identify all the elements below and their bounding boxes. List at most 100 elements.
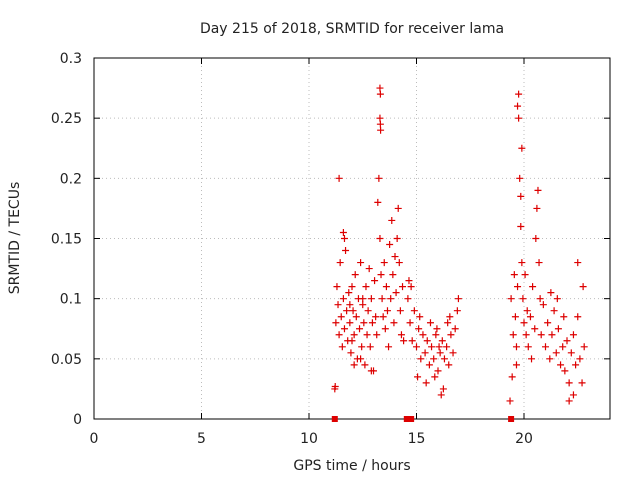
- data-point: [338, 343, 346, 351]
- data-point: [557, 361, 565, 369]
- data-point: [574, 259, 582, 267]
- y-tick-label: 0: [73, 412, 82, 428]
- data-point: [396, 307, 404, 315]
- data-point: [518, 144, 526, 152]
- data-point: [366, 343, 374, 351]
- data-point: [376, 90, 384, 98]
- data-point: [342, 247, 350, 255]
- data-point: [376, 84, 384, 92]
- x-tick-label: 5: [197, 431, 206, 447]
- data-point: [559, 343, 567, 351]
- data-point: [509, 331, 517, 339]
- data-point: [580, 343, 588, 351]
- data-point: [435, 343, 443, 351]
- data-point: [333, 283, 341, 291]
- data-point: [454, 295, 462, 303]
- data-point: [368, 319, 376, 327]
- data-point: [391, 253, 399, 261]
- data-point: [378, 295, 386, 303]
- data-point: [340, 325, 348, 333]
- data-point: [365, 265, 373, 273]
- y-tick-label: 0.25: [51, 111, 82, 127]
- data-point: [377, 126, 385, 134]
- data-point: [357, 355, 365, 363]
- data-point: [362, 283, 370, 291]
- data-point: [539, 301, 547, 309]
- data-point: [393, 235, 401, 242]
- data-point: [428, 343, 436, 351]
- data-point: [512, 361, 520, 369]
- baseline-marker: [331, 416, 338, 422]
- grid-lines: [94, 58, 610, 419]
- data-point: [561, 367, 569, 375]
- data-point: [374, 198, 382, 206]
- data-point: [372, 313, 380, 321]
- data-point: [510, 271, 518, 279]
- data-point: [332, 319, 340, 327]
- data-point: [377, 271, 385, 279]
- data-point: [437, 391, 445, 399]
- data-point: [453, 307, 461, 315]
- data-point: [515, 114, 523, 122]
- x-axis-label: GPS time / hours: [293, 458, 410, 474]
- y-tick-label: 0.15: [51, 232, 82, 248]
- data-point: [357, 259, 365, 267]
- data-point: [359, 301, 367, 309]
- data-point: [382, 283, 390, 291]
- x-tick-label: 10: [300, 431, 318, 447]
- data-point: [578, 379, 586, 387]
- data-point: [511, 313, 519, 321]
- data-point: [443, 343, 451, 351]
- x-tick-label: 0: [90, 431, 99, 447]
- data-point: [339, 228, 347, 236]
- data-point: [404, 295, 412, 303]
- data-point: [414, 373, 422, 381]
- y-tick-label: 0.2: [60, 171, 82, 187]
- data-point: [569, 331, 577, 339]
- data-point: [522, 331, 530, 339]
- data-point: [334, 301, 342, 309]
- data-point: [397, 331, 405, 339]
- data-point: [565, 397, 573, 405]
- data-point: [363, 331, 371, 339]
- data-point: [567, 349, 575, 357]
- data-point: [547, 289, 555, 297]
- data-point: [392, 289, 400, 297]
- baseline-marker: [508, 416, 515, 422]
- data-point: [340, 235, 348, 242]
- data-point: [451, 325, 459, 333]
- data-point: [388, 216, 396, 224]
- data-point: [565, 379, 573, 387]
- data-point: [410, 307, 418, 315]
- data-point: [521, 271, 529, 279]
- data-point: [413, 343, 420, 351]
- data-point: [371, 277, 379, 285]
- data-point: [421, 349, 429, 357]
- data-point: [447, 331, 455, 339]
- data-point: [379, 313, 387, 321]
- y-axis-label: SRMTID / TECUs: [7, 182, 23, 295]
- data-point: [569, 391, 577, 399]
- data-point: [359, 295, 367, 303]
- data-point: [373, 331, 381, 339]
- data-point: [517, 222, 525, 230]
- data-point: [407, 283, 415, 291]
- data-point: [381, 325, 389, 333]
- data-point: [532, 235, 540, 242]
- data-point: [531, 325, 539, 333]
- data-point: [512, 343, 520, 351]
- data-point: [518, 259, 526, 267]
- data-point: [346, 319, 354, 327]
- data-point: [376, 235, 384, 242]
- data-point: [434, 367, 442, 375]
- data-point: [335, 331, 343, 339]
- data-point: [386, 241, 394, 249]
- data-point: [524, 343, 532, 351]
- data-point: [542, 343, 549, 351]
- data-point: [432, 331, 440, 339]
- chart-title: Day 215 of 2018, SRMTID for receiver lam…: [200, 21, 504, 37]
- data-point: [440, 355, 448, 363]
- data-point: [516, 174, 524, 182]
- baseline-markers: [331, 416, 515, 422]
